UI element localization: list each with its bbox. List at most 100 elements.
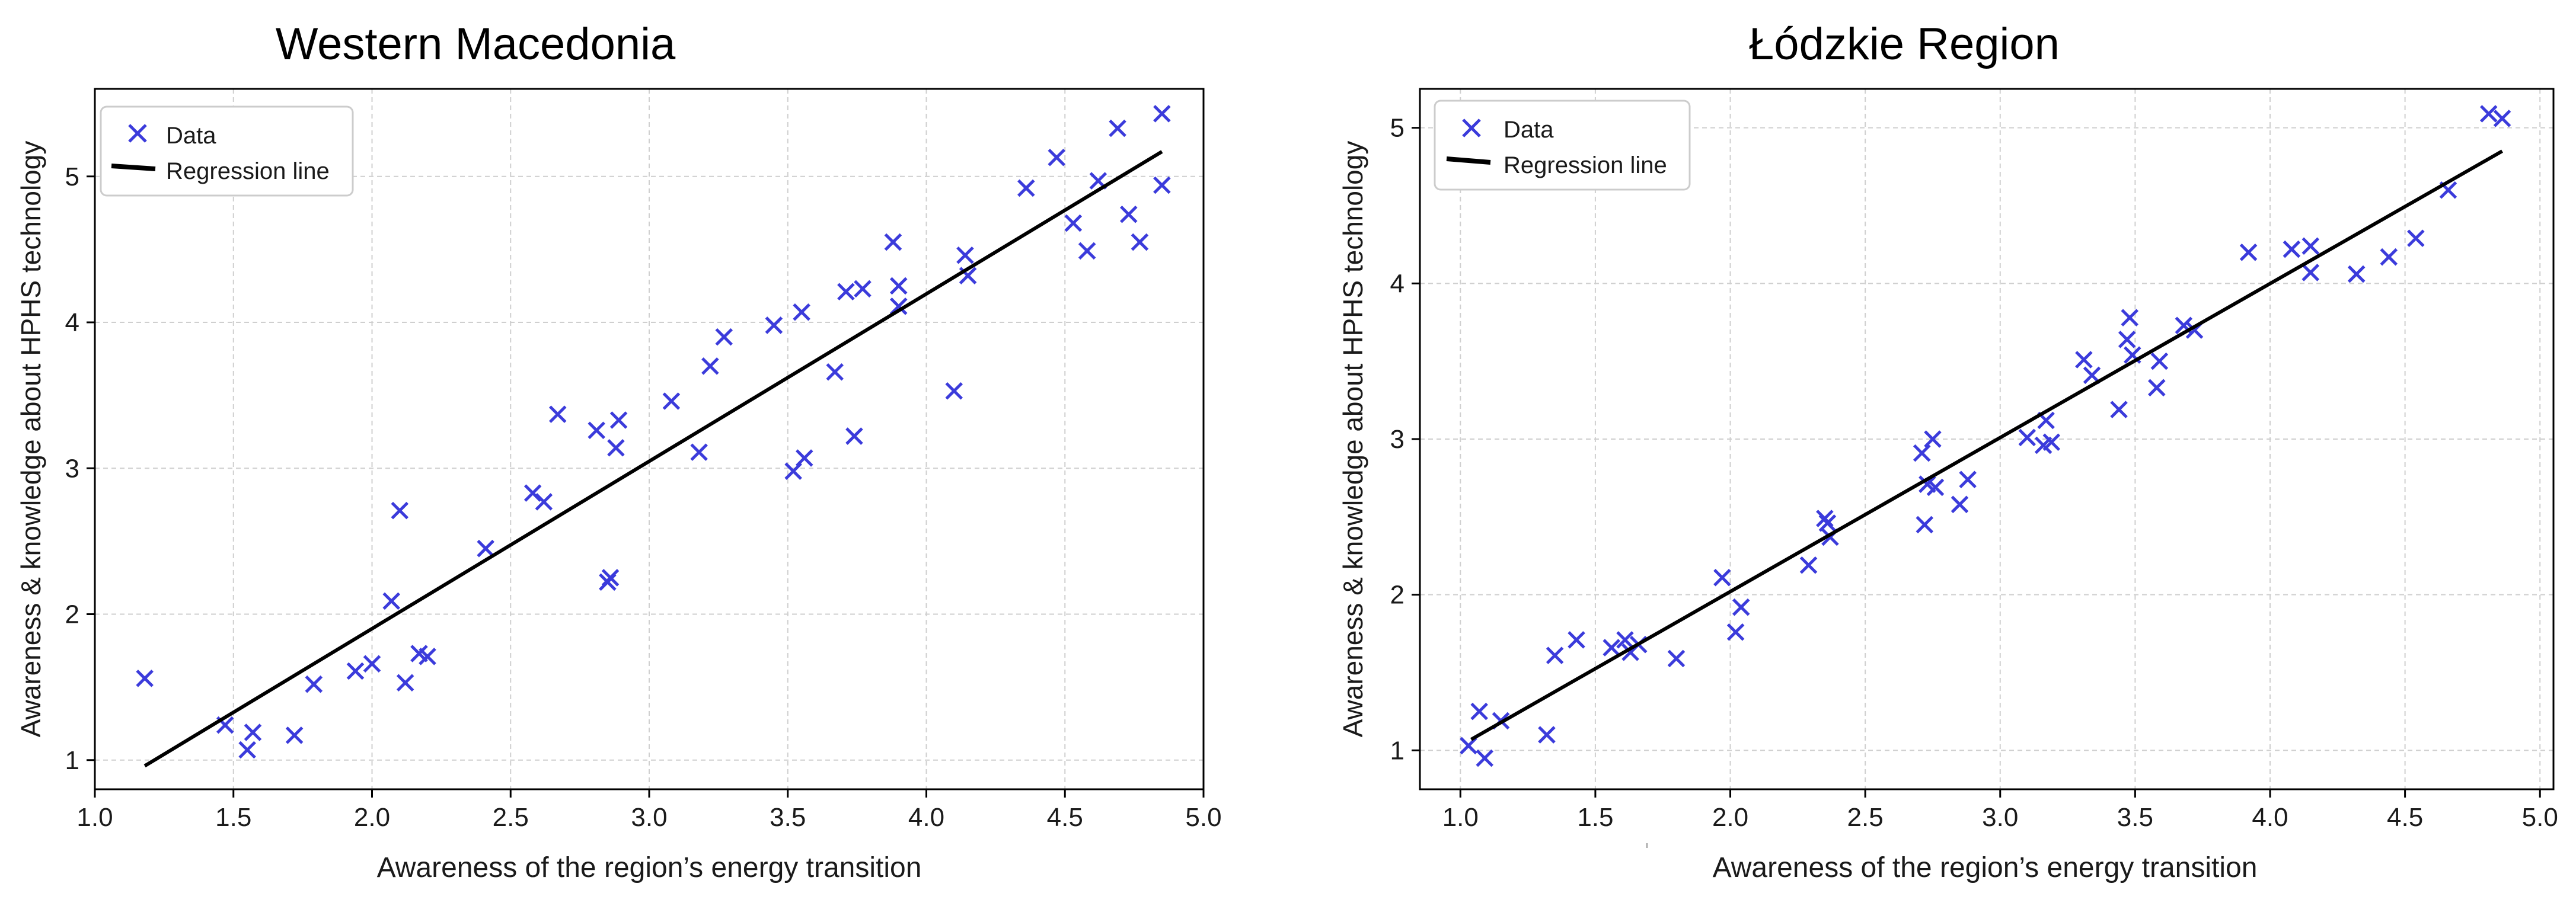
x-axis-label: Awareness of the region’s energy transit… bbox=[1713, 852, 2258, 883]
data-point bbox=[945, 382, 963, 400]
data-point bbox=[609, 411, 628, 429]
x-tick-label: 4.5 bbox=[2387, 803, 2423, 832]
data-point bbox=[1064, 214, 1083, 232]
regression-line bbox=[143, 150, 1163, 768]
data-point bbox=[1546, 646, 1564, 664]
x-tick-label: 5.0 bbox=[1185, 803, 1221, 832]
x-tick-label: 3.0 bbox=[631, 803, 667, 832]
data-point bbox=[715, 328, 733, 346]
data-point bbox=[889, 277, 908, 295]
y-tick-label: 1 bbox=[65, 746, 79, 775]
x-tick-label: 1.0 bbox=[1442, 803, 1479, 832]
legend-label-data: Data bbox=[166, 123, 216, 149]
data-point bbox=[1732, 598, 1750, 616]
legend-label-data: Data bbox=[1504, 117, 1554, 143]
data-point bbox=[2302, 264, 2320, 281]
data-point bbox=[238, 741, 256, 759]
data-point bbox=[1460, 737, 1477, 755]
legend: Data Regression line bbox=[1434, 100, 1691, 191]
data-points bbox=[1460, 105, 2511, 767]
data-point bbox=[796, 449, 813, 467]
chart-lodzkie-region: Łódzkie Region 1.0 1.5 2.0 2.5 3.0 3.5 4.0 4.5 5… bbox=[1338, 19, 2558, 883]
data-point bbox=[1017, 179, 1035, 197]
data-point bbox=[826, 363, 844, 381]
data-point bbox=[305, 675, 323, 693]
data-point bbox=[854, 280, 872, 298]
legend-label-regression: Regression line bbox=[1504, 152, 1667, 178]
y-axis-ticks: 1 2 3 4 5 bbox=[1390, 114, 1420, 765]
chart-western-macedonia: Western Macedonia 1.0 1.5 2.0 2.5 3.0 3.5 4.0 4… bbox=[15, 19, 1222, 883]
data-point bbox=[136, 670, 154, 687]
legend-marker-x bbox=[128, 124, 147, 143]
data-point bbox=[1048, 148, 1065, 167]
data-point bbox=[889, 297, 908, 315]
data-point bbox=[1913, 444, 1931, 462]
x-tick-label: 4.0 bbox=[908, 803, 944, 832]
data-point bbox=[884, 233, 902, 251]
data-point bbox=[845, 427, 863, 445]
chart-title: Western Macedonia bbox=[276, 19, 676, 69]
data-point bbox=[548, 405, 567, 423]
x-tick-label: 2.0 bbox=[1712, 803, 1748, 832]
data-points bbox=[136, 105, 1171, 759]
data-point bbox=[1470, 702, 1488, 721]
data-point bbox=[1109, 119, 1126, 137]
data-point bbox=[1568, 631, 1585, 649]
data-point bbox=[1120, 206, 1138, 223]
regression-line-group bbox=[143, 150, 1163, 768]
y-tick-label: 1 bbox=[1390, 736, 1404, 765]
data-point bbox=[2148, 379, 2166, 397]
data-point bbox=[2042, 433, 2061, 452]
data-point bbox=[244, 723, 262, 741]
data-point bbox=[1538, 726, 1556, 744]
data-point bbox=[1799, 556, 1818, 574]
data-point bbox=[2110, 401, 2128, 418]
x-tick-label: 1.5 bbox=[1577, 803, 1613, 832]
data-point bbox=[1818, 514, 1837, 532]
y-tick-label: 4 bbox=[1390, 269, 1404, 298]
data-point bbox=[2018, 428, 2036, 447]
x-tick-label: 1.0 bbox=[76, 803, 113, 832]
grid-lines-y bbox=[1420, 127, 2553, 751]
data-point bbox=[2150, 352, 2169, 370]
data-point bbox=[391, 501, 409, 520]
data-point bbox=[2302, 237, 2320, 255]
x-tick-label: 4.0 bbox=[2252, 803, 2288, 832]
data-point bbox=[607, 439, 625, 457]
legend-box bbox=[100, 105, 354, 197]
data-point bbox=[363, 655, 381, 673]
data-point bbox=[2283, 240, 2301, 258]
data-point bbox=[419, 648, 436, 665]
y-tick-label: 5 bbox=[65, 162, 79, 191]
data-point bbox=[837, 283, 855, 301]
y-tick-label: 2 bbox=[65, 600, 79, 629]
y-tick-label: 2 bbox=[1390, 581, 1404, 610]
x-tick-label: 3.5 bbox=[2117, 803, 2153, 832]
data-point bbox=[2121, 309, 2139, 326]
legend-label-regression: Regression line bbox=[166, 158, 330, 184]
data-point bbox=[1916, 516, 1934, 534]
x-tick-label: 3.5 bbox=[770, 803, 806, 832]
data-point bbox=[1131, 233, 1149, 251]
legend-line-swatch bbox=[111, 164, 156, 171]
data-point bbox=[601, 569, 620, 587]
data-point bbox=[1476, 749, 1494, 767]
data-point bbox=[382, 592, 400, 610]
data-point bbox=[1959, 470, 1977, 489]
data-point bbox=[2347, 265, 2366, 283]
x-tick-label: 2.5 bbox=[1847, 803, 1884, 832]
x-tick-label: 3.0 bbox=[1982, 803, 2018, 832]
data-point bbox=[396, 674, 414, 692]
data-point bbox=[1616, 631, 1634, 649]
y-tick-label: 3 bbox=[65, 454, 79, 483]
data-point bbox=[524, 484, 542, 502]
data-point bbox=[1603, 639, 1620, 657]
data-point bbox=[1078, 242, 1096, 260]
data-point bbox=[690, 443, 708, 461]
y-axis-label: Awareness & knowledge about HPHS technol… bbox=[1338, 141, 1368, 738]
data-point bbox=[1726, 623, 1745, 641]
data-point bbox=[285, 726, 304, 744]
chart-title: Łódzkie Region bbox=[1749, 19, 2060, 69]
data-point bbox=[346, 662, 365, 680]
